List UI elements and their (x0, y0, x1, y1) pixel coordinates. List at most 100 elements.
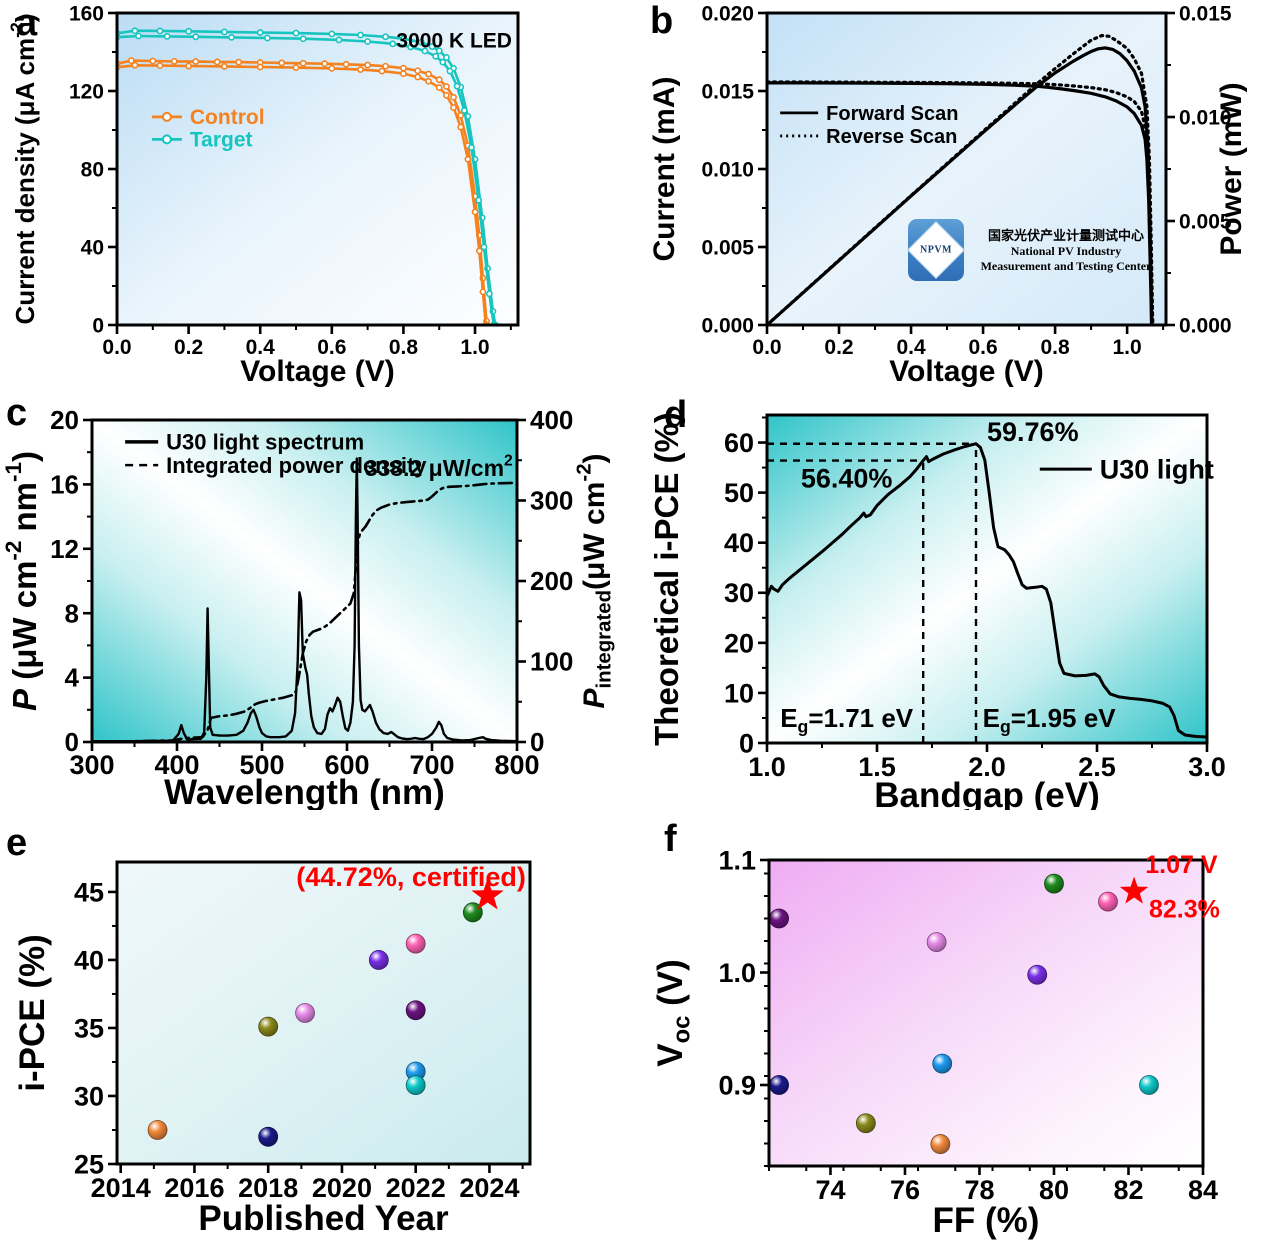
svg-text:12: 12 (50, 534, 79, 564)
svg-text:300: 300 (69, 750, 114, 780)
certified-iv-power-chart-b: 0.0 0.2 0.4 0.6 0.8 1.0 0.000 0.005 0.010 0.015 0.… (648, 2, 1248, 388)
svg-text:20: 20 (724, 628, 754, 658)
panel-letter-b: b (650, 0, 674, 42)
svg-text:i-PCE (%): i-PCE (%) (13, 934, 52, 1092)
panel-letter-f: f (664, 818, 677, 860)
svg-text:40: 40 (724, 528, 754, 558)
svg-text:0.010: 0.010 (701, 158, 754, 181)
svg-text:Target: Target (190, 129, 253, 152)
svg-text:400: 400 (154, 750, 199, 780)
svg-text:600: 600 (324, 750, 369, 780)
svg-text:P (μW cm-2 nm-1): P (μW cm-2 nm-1) (1, 451, 43, 711)
svg-text:0.0: 0.0 (752, 336, 781, 359)
svg-text:1.1: 1.1 (718, 845, 756, 875)
svg-text:0.0: 0.0 (102, 336, 131, 359)
svg-text:338.2 μW/cm2: 338.2 μW/cm2 (365, 453, 513, 481)
svg-text:0.6: 0.6 (968, 336, 997, 359)
svg-text:0.9: 0.9 (718, 1070, 756, 1100)
svg-text:78: 78 (964, 1175, 994, 1205)
svg-text:0.010: 0.010 (1179, 106, 1232, 129)
svg-text:160: 160 (69, 2, 104, 25)
svg-text:16: 16 (50, 470, 79, 500)
light-spectrum-chart-c: 300 400 500 600 700 8000481216200100200300400… (1, 405, 615, 810)
svg-text:0.6: 0.6 (317, 336, 346, 359)
panel-d: 1.0 1.5 2.0 2.5 3.0 0 10 20 30 40 50 60 Bandgap (eV)… (634, 390, 1268, 810)
svg-text:Voc (V): Voc (V) (651, 959, 696, 1067)
svg-text:(44.72%, certified): (44.72%, certified) (296, 862, 526, 892)
svg-text:4: 4 (65, 663, 80, 693)
jv-curve-chart-a: 0.0 0.2 0.4 0.6 0.8 1.0 0 40 80 120 160 Voltage (V)… (6, 2, 520, 388)
npvm-text: 国家光伏产业计量测试中心 National PV Industry Measur… (977, 227, 1155, 274)
svg-text:10: 10 (724, 678, 754, 708)
svg-text:Reverse Scan: Reverse Scan (826, 126, 957, 148)
svg-text:Published Year: Published Year (198, 1199, 449, 1238)
npvm-line-en1: National PV Industry (1010, 243, 1122, 258)
svg-text:80: 80 (81, 158, 104, 181)
svg-text:Power (mW): Power (mW) (1215, 82, 1248, 255)
svg-text:0.2: 0.2 (824, 336, 853, 359)
svg-text:30: 30 (724, 578, 754, 608)
svg-text:0.4: 0.4 (246, 336, 276, 359)
svg-text:Eg=1.71 eV: Eg=1.71 eV (780, 703, 914, 737)
svg-text:Voltage (V): Voltage (V) (889, 355, 1043, 388)
svg-text:80: 80 (1039, 1175, 1069, 1205)
svg-text:45: 45 (74, 877, 104, 907)
panel-letter-a: a (16, 2, 38, 44)
svg-text:1.0: 1.0 (748, 752, 786, 782)
svg-text:Current density (μA cm-2): Current density (μA cm-2) (6, 14, 40, 325)
npvm-line-cn: 国家光伏产业计量测试中心 (987, 227, 1144, 243)
svg-text:200: 200 (530, 566, 573, 596)
svg-text:0.015: 0.015 (701, 80, 754, 103)
pce-vs-year-scatter-e: 2014 2016 2018 2020 2022 2024 25 30 35 40 45 Publis… (13, 860, 532, 1238)
svg-text:3.0: 3.0 (1188, 752, 1226, 782)
panel-f: 74 76 78 80 82 84 0.9 1.0 1.1 FF (%) Voc (V) 1.07 V… (634, 810, 1268, 1246)
svg-text:500: 500 (239, 750, 284, 780)
svg-text:20: 20 (50, 405, 79, 435)
panel-letter-d: d (664, 394, 688, 436)
svg-text:0.8: 0.8 (1040, 336, 1070, 359)
voc-vs-ff-scatter-f: 74 76 78 80 82 84 0.9 1.0 1.1 FF (%) Voc (V) 1.07 V… (651, 845, 1220, 1240)
svg-text:Wavelength (nm): Wavelength (nm) (164, 773, 445, 810)
svg-text:30: 30 (74, 1081, 104, 1111)
svg-text:100: 100 (530, 647, 573, 677)
svg-text:Voltage (V): Voltage (V) (240, 355, 394, 388)
svg-text:Theoretical i-PCE (%): Theoretical i-PCE (%) (648, 412, 685, 746)
svg-text:U30 light spectrum: U30 light spectrum (166, 430, 364, 455)
svg-text:0: 0 (92, 314, 104, 337)
svg-text:400: 400 (530, 405, 573, 435)
svg-text:56.40%: 56.40% (801, 464, 893, 494)
svg-text:2020: 2020 (312, 1173, 372, 1203)
svg-text:0.4: 0.4 (896, 336, 926, 359)
svg-text:2016: 2016 (164, 1173, 224, 1203)
panel-b: 0.0 0.2 0.4 0.6 0.8 1.0 0.000 0.005 0.010 0.015 0.… (634, 0, 1268, 390)
svg-text:0.2: 0.2 (174, 336, 203, 359)
svg-text:8: 8 (65, 598, 79, 628)
svg-text:2018: 2018 (238, 1173, 298, 1203)
panel-letter-e: e (6, 822, 28, 864)
svg-text:Integrated power density: Integrated power density (166, 453, 427, 478)
svg-text:50: 50 (724, 478, 754, 508)
svg-text:0.005: 0.005 (1179, 210, 1232, 233)
svg-text:74: 74 (815, 1175, 845, 1205)
svg-text:0: 0 (65, 727, 79, 757)
svg-text:59.76%: 59.76% (987, 417, 1079, 447)
npvm-certification-mark: NPVM 国家光伏产业计量测试中心 National PV Industry M… (907, 219, 1155, 281)
svg-text:1.0: 1.0 (718, 958, 756, 988)
svg-text:FF (%): FF (%) (933, 1201, 1040, 1240)
npvm-line-en2: Measurement and Testing Center (980, 258, 1152, 273)
svg-text:120: 120 (69, 80, 104, 103)
svg-text:1.0: 1.0 (1113, 336, 1142, 359)
svg-text:2014: 2014 (91, 1173, 151, 1203)
svg-text:Control: Control (190, 106, 265, 129)
svg-text:0: 0 (530, 727, 544, 757)
svg-text:300: 300 (530, 486, 573, 516)
svg-text:Forward Scan: Forward Scan (826, 103, 958, 125)
svg-text:2024: 2024 (459, 1173, 519, 1203)
svg-text:0.020: 0.020 (701, 2, 754, 25)
svg-text:25: 25 (74, 1149, 104, 1179)
npvm-logo: NPVM (907, 219, 965, 281)
svg-text:2022: 2022 (386, 1173, 446, 1203)
svg-text:1.0: 1.0 (460, 336, 489, 359)
svg-text:Eg=1.95 eV: Eg=1.95 eV (983, 703, 1117, 737)
svg-text:40: 40 (81, 236, 104, 259)
